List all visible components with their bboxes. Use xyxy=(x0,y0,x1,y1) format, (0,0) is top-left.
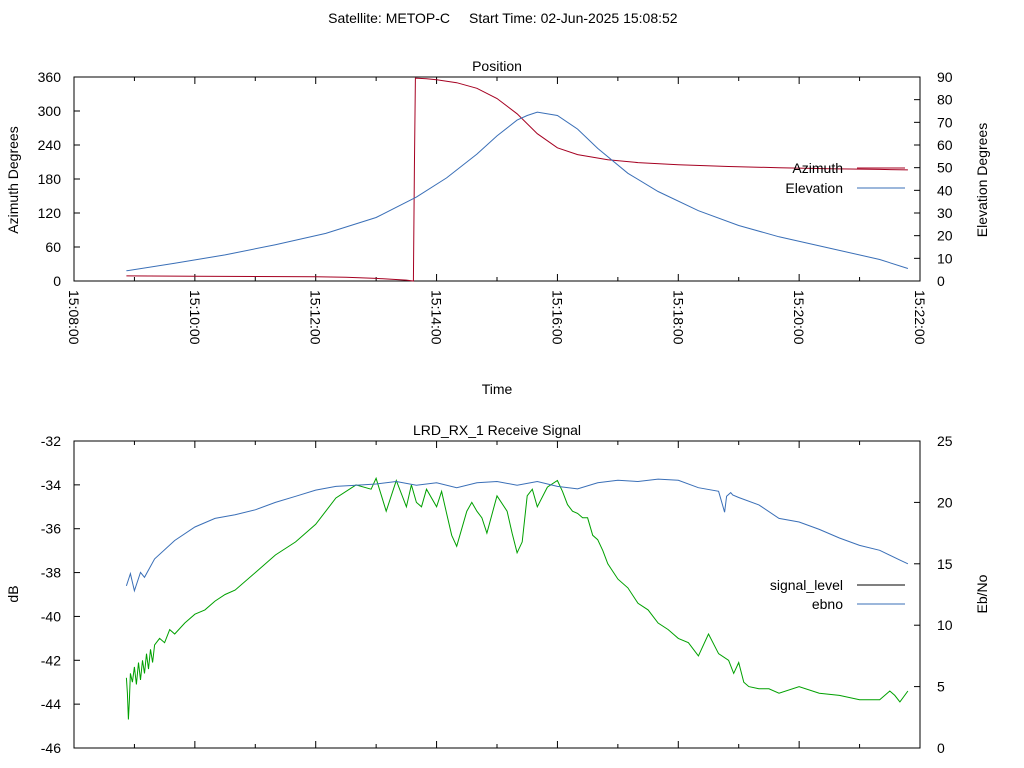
receive-signal-y2-tick-label: 15 xyxy=(937,556,953,572)
position-chart-y2label: Elevation Degrees xyxy=(974,123,990,237)
receive-signal-y-tick-label: -46 xyxy=(41,740,61,756)
position-y-tick-label: 360 xyxy=(38,69,62,85)
position-chart-title: Position xyxy=(472,58,522,74)
legend-label-azimuth: Azimuth xyxy=(792,160,843,176)
receive-signal-y-tick-label: -40 xyxy=(41,608,61,624)
legend-label-signal-level: signal_level xyxy=(770,577,843,593)
position-y-tick-label: 240 xyxy=(38,137,62,153)
position-y2-tick-label: 60 xyxy=(937,137,953,153)
position-y-tick-label: 180 xyxy=(38,171,62,187)
receive-signal-series-signal-level xyxy=(125,476,909,720)
position-y2-tick-label: 80 xyxy=(937,92,953,108)
position-y2-tick-label: 90 xyxy=(937,69,953,85)
receive-signal-y-tick-label: -36 xyxy=(41,521,61,537)
position-x-tick-label: 15:16:00 xyxy=(549,290,565,345)
position-y2-tick-label: 70 xyxy=(937,114,953,130)
legend-label-elevation: Elevation xyxy=(785,180,843,196)
receive-signal-chart-ylabel: dB xyxy=(5,585,21,602)
receive-signal-y2-tick-label: 0 xyxy=(937,740,945,756)
position-x-tick-label: 15:10:00 xyxy=(187,290,203,345)
position-y2-tick-label: 50 xyxy=(937,160,953,176)
position-y2-tick-label: 10 xyxy=(937,250,953,266)
position-chart-xlabel: Time xyxy=(482,381,513,397)
receive-signal-y-tick-label: -44 xyxy=(41,696,61,712)
position-x-tick-label: 15:22:00 xyxy=(912,290,928,345)
position-y-tick-label: 120 xyxy=(38,205,62,221)
position-y-tick-label: 300 xyxy=(38,103,62,119)
position-x-tick-label: 15:18:00 xyxy=(670,290,686,345)
position-series-elevation xyxy=(126,111,909,272)
position-y2-tick-label: 0 xyxy=(937,273,945,289)
satellite-label: Satellite: METOP-C xyxy=(328,10,450,26)
position-x-tick-label: 15:14:00 xyxy=(429,290,445,345)
position-y-tick-label: 0 xyxy=(53,273,61,289)
position-x-tick-label: 15:20:00 xyxy=(791,290,807,345)
position-y-tick-label: 60 xyxy=(45,239,61,255)
position-plot-frame xyxy=(73,76,921,282)
receive-signal-y2-tick-label: 10 xyxy=(937,617,953,633)
receive-signal-y-tick-label: -38 xyxy=(41,565,61,581)
position-y2-tick-label: 20 xyxy=(937,228,953,244)
receive-signal-chart: LRD_RX_1 Receive Signal dB Eb/No -46 -44 -… xyxy=(5,422,990,756)
position-y2-tick-label: 40 xyxy=(937,182,953,198)
receive-signal-y2-tick-label: 5 xyxy=(937,679,945,695)
receive-signal-series-ebno xyxy=(125,478,909,593)
receive-signal-y2-tick-label: 20 xyxy=(937,494,953,510)
receive-signal-y-tick-label: -32 xyxy=(41,433,61,449)
receive-signal-y-tick-label: -34 xyxy=(41,477,61,493)
position-x-tick-label: 15:08:00 xyxy=(66,290,82,345)
receive-signal-plot-frame xyxy=(73,440,921,749)
receive-signal-y-tick-label: -42 xyxy=(41,652,61,668)
receive-signal-chart-y2label: Eb/No xyxy=(974,574,990,613)
position-y2-tick-label: 30 xyxy=(937,205,953,221)
position-chart-ylabel: Azimuth Degrees xyxy=(5,126,21,233)
start-time-label: Start Time: 02-Jun-2025 15:08:52 xyxy=(469,10,678,26)
position-series-azimuth xyxy=(126,77,908,282)
legend-label-ebno: ebno xyxy=(812,596,843,612)
position-x-tick-label: 15:12:00 xyxy=(308,290,324,345)
receive-signal-y2-tick-label: 25 xyxy=(937,433,953,449)
position-chart: Position Time Azimuth Degrees Elevation … xyxy=(5,58,990,397)
receive-signal-chart-title: LRD_RX_1 Receive Signal xyxy=(413,422,581,438)
